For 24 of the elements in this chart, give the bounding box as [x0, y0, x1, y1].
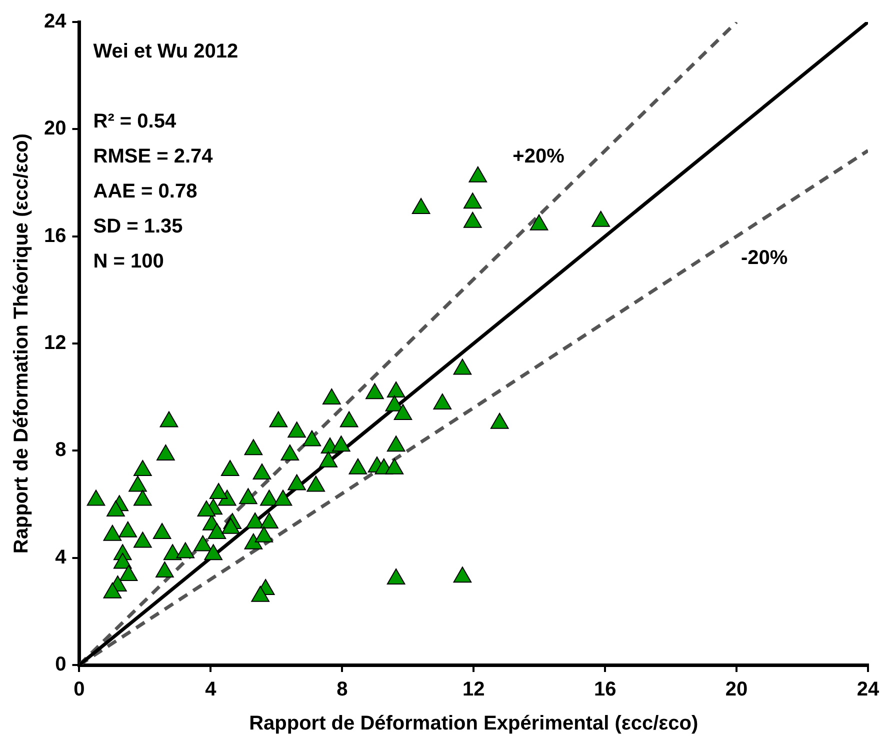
annotation: RMSE = 2.74	[93, 146, 214, 168]
y-axis-title: Rapport de Déformation Théorique (εcc/εco)	[10, 133, 33, 554]
x-tick-label: 0	[74, 678, 85, 701]
x-tick-label: 16	[594, 678, 616, 701]
annotation: AAE = 0.78	[93, 180, 198, 203]
y-tick-label: 4	[55, 546, 68, 568]
annotation: Wei et Wu 2012	[93, 40, 238, 63]
y-tick-label: 24	[44, 10, 68, 33]
annotation: R² = 0.54	[93, 110, 177, 133]
x-tick-label: 4	[205, 678, 218, 701]
annotation: N = 100	[93, 250, 164, 273]
y-tick-label: 20	[44, 118, 66, 140]
y-tick-label: 12	[44, 332, 66, 354]
annotation: SD = 1.35	[93, 216, 183, 238]
series-label: +20%	[512, 146, 565, 168]
x-tick-label: 20	[725, 678, 748, 701]
y-tick-label: 0	[55, 654, 66, 676]
x-axis-title: Rapport de Déformation Expérimental (εcc/εco)	[249, 712, 698, 735]
series-label: -20%	[741, 247, 788, 270]
x-tick-label: 24	[856, 678, 880, 701]
x-tick-label: 8	[336, 678, 348, 701]
y-tick-label: 8	[55, 439, 66, 462]
y-tick-label: 16	[44, 224, 66, 247]
x-tick-label: 12	[462, 678, 485, 701]
